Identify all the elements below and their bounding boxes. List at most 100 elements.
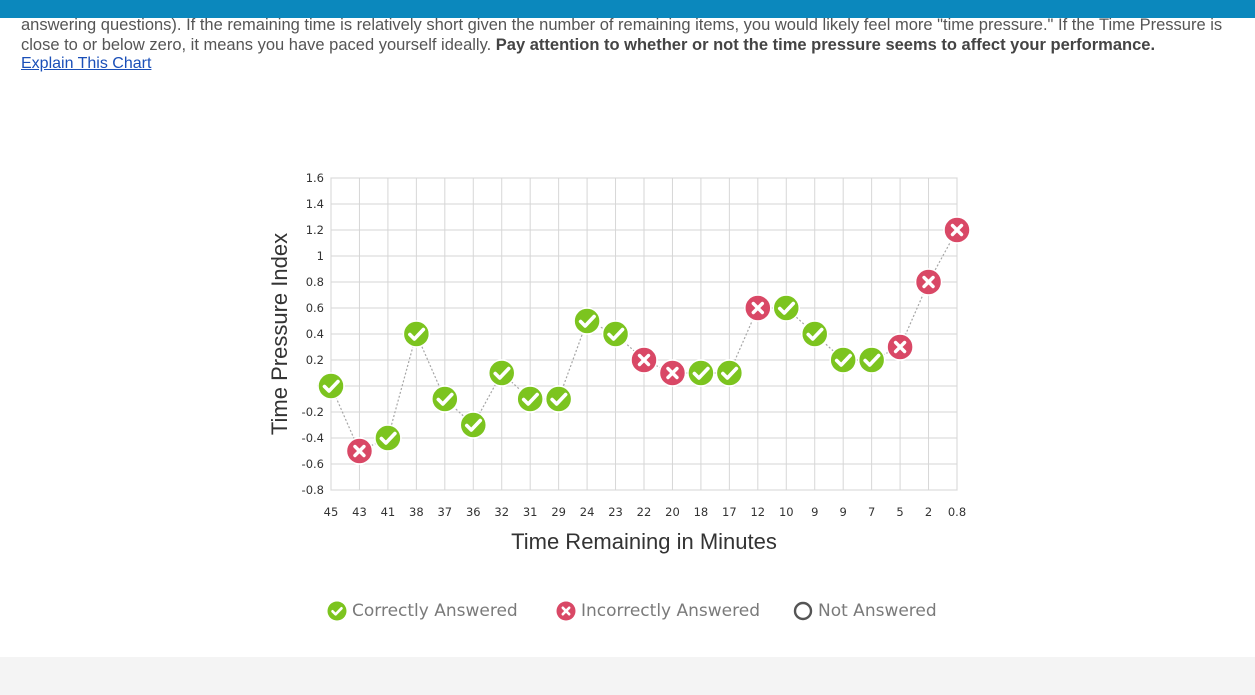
data-point-correct — [374, 424, 402, 452]
check-icon — [493, 366, 511, 380]
check-icon — [777, 301, 796, 315]
time-pressure-chart: -0.8-0.6-0.4-0.200.20.40.60.811.21.41.64… — [267, 171, 971, 554]
data-point-incorrect — [630, 346, 658, 374]
x-tick-label: 18 — [694, 505, 709, 519]
x-tick-label: 23 — [608, 505, 623, 519]
legend-correct-label: Correctly Answered — [352, 601, 518, 621]
y-tick-label: 0.6 — [306, 301, 324, 315]
intro-text: answering questions). If the remaining t… — [21, 16, 1223, 54]
marker-circle — [374, 424, 402, 452]
marker-circle — [857, 346, 886, 374]
footer-band — [0, 657, 1255, 695]
check-circle-icon — [327, 601, 347, 621]
data-point-correct — [829, 346, 857, 374]
data-point-correct — [573, 307, 601, 335]
check-icon — [607, 327, 625, 341]
check-icon — [521, 392, 539, 406]
data-point-incorrect — [943, 216, 971, 244]
check-icon — [863, 353, 881, 367]
legend-correct[interactable]: Correctly Answered — [327, 601, 518, 621]
x-tick-label: 31 — [523, 505, 538, 519]
marker-circle — [601, 320, 630, 348]
check-icon — [379, 431, 397, 445]
x-icon — [950, 223, 964, 237]
x-tick-label: 41 — [381, 505, 396, 519]
check-icon — [322, 379, 340, 393]
data-point-incorrect — [345, 437, 374, 465]
y-tick-label: 0.8 — [306, 275, 324, 289]
x-tick-label: 37 — [437, 505, 452, 519]
y-tick-label: 1.2 — [306, 223, 324, 237]
y-tick-label: 0.4 — [306, 327, 324, 341]
data-point-correct — [857, 346, 886, 374]
check-icon — [578, 314, 596, 328]
x-tick-label: 10 — [779, 505, 794, 519]
x-tick-label: 38 — [409, 505, 424, 519]
data-point-correct — [601, 320, 630, 348]
x-tick-label: 29 — [551, 505, 566, 519]
marker-circle — [772, 294, 801, 322]
data-point-correct — [687, 359, 715, 387]
legend-not-answered[interactable]: Not Answered — [793, 601, 937, 621]
marker-circle — [687, 359, 715, 387]
marker-circle — [402, 320, 431, 348]
marker-circle — [459, 411, 488, 439]
data-point-incorrect — [658, 359, 687, 387]
x-icon — [893, 340, 907, 354]
y-tick-label: 1.4 — [306, 197, 324, 211]
x-tick-label: 43 — [352, 505, 367, 519]
y-tick-label: -0.4 — [302, 431, 324, 445]
check-icon — [806, 327, 824, 341]
legend-incorrect[interactable]: Incorrectly Answered — [556, 601, 760, 621]
marker-circle — [715, 359, 744, 387]
marker-circle — [487, 359, 516, 387]
intro-bold-text: Pay attention to whether or not the time… — [495, 35, 1156, 54]
x-tick-label: 36 — [466, 505, 481, 519]
empty-circle-icon — [793, 601, 813, 621]
check-icon — [464, 418, 483, 432]
x-icon — [666, 366, 679, 380]
x-tick-label: 9 — [811, 505, 818, 519]
marker-circle — [516, 385, 544, 413]
y-tick-label: 1 — [317, 249, 324, 263]
y-tick-label: -0.8 — [302, 483, 324, 497]
data-point-correct — [402, 320, 431, 348]
x-tick-label: 12 — [750, 505, 765, 519]
data-point-correct — [772, 294, 801, 322]
check-icon — [408, 327, 426, 341]
x-icon — [637, 353, 651, 367]
legend-incorrect-label: Incorrectly Answered — [581, 601, 760, 621]
explain-chart-link[interactable]: Explain This Chart — [21, 55, 152, 72]
x-tick-label: 45 — [324, 505, 339, 519]
data-point-incorrect — [914, 268, 943, 296]
check-icon — [692, 366, 710, 380]
x-tick-label: 5 — [896, 505, 903, 519]
data-point-correct — [431, 385, 459, 413]
check-icon — [550, 392, 568, 406]
chart-grid — [330, 177, 958, 491]
x-tick-label: 17 — [722, 505, 737, 519]
data-point-correct — [544, 385, 573, 413]
x-tick-label: 22 — [637, 505, 652, 519]
x-tick-label: 7 — [868, 505, 875, 519]
data-point-correct — [487, 359, 516, 387]
y-tick-label: -0.6 — [302, 457, 324, 471]
x-tick-label: 9 — [840, 505, 847, 519]
marker-circle — [573, 307, 601, 335]
y-tick-label: 1.6 — [306, 171, 324, 185]
check-icon — [721, 366, 739, 380]
data-point-correct — [317, 372, 345, 400]
x-tick-label: 24 — [580, 505, 595, 519]
check-icon — [834, 353, 852, 367]
marker-circle — [431, 385, 459, 413]
x-tick-label: 0.8 — [948, 505, 966, 519]
check-icon — [436, 392, 454, 406]
data-point-incorrect — [886, 333, 914, 361]
marker-circle — [800, 320, 829, 348]
y-tick-label: -0.2 — [302, 405, 324, 419]
data-point-correct — [459, 411, 488, 439]
x-icon — [751, 301, 765, 315]
x-tick-label: 2 — [925, 505, 932, 519]
x-tick-label: 20 — [665, 505, 680, 519]
x-circle-icon — [556, 601, 576, 621]
